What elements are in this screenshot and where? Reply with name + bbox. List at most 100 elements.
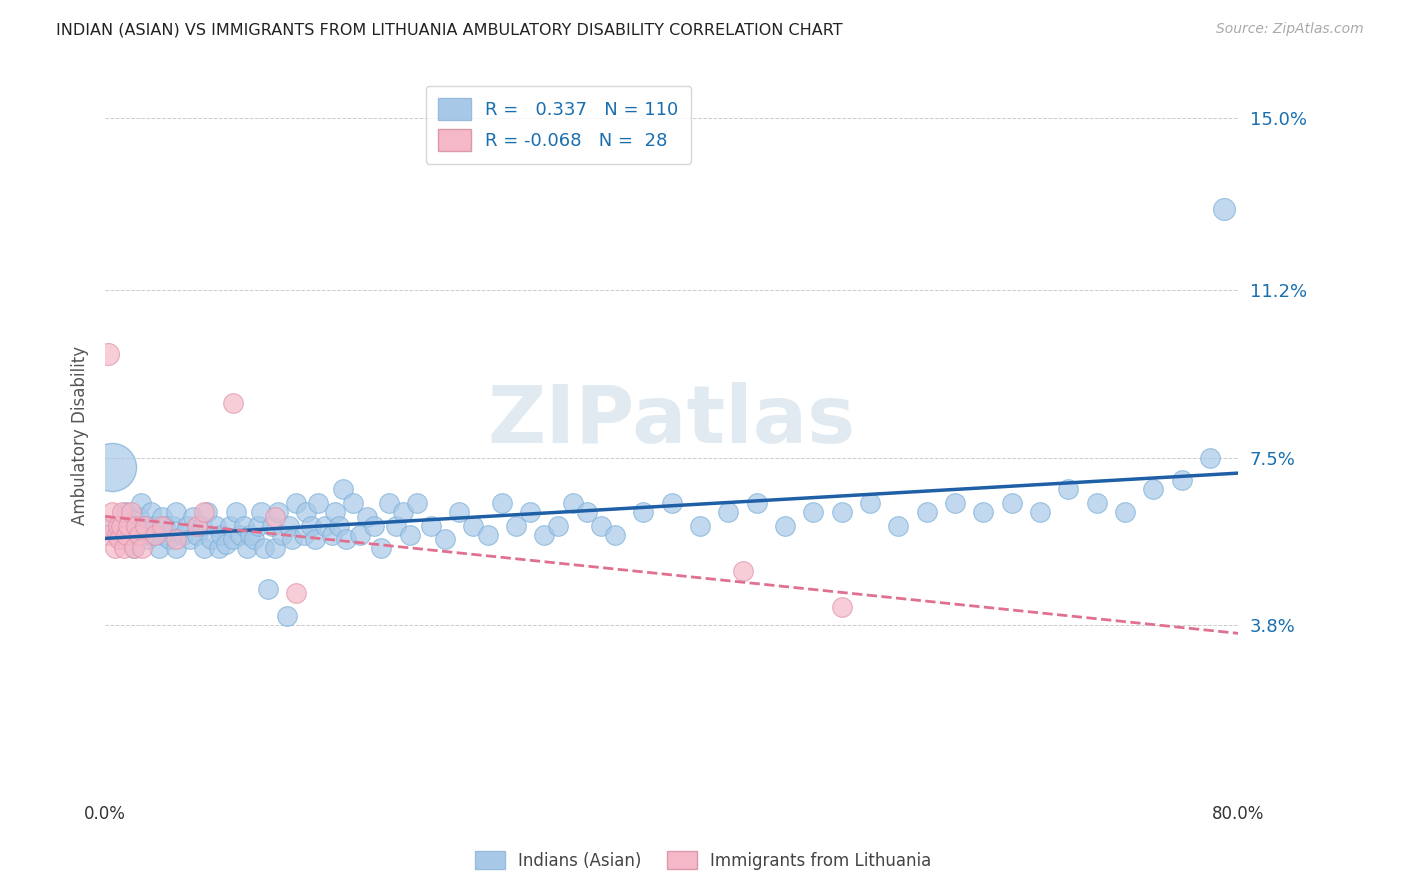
Text: Source: ZipAtlas.com: Source: ZipAtlas.com: [1216, 22, 1364, 37]
Point: [165, 541, 187, 556]
Point: [233, 518, 256, 533]
Point: [533, 527, 555, 541]
Point: [264, 509, 287, 524]
Point: [267, 505, 290, 519]
Point: [218, 518, 240, 533]
Point: [398, 527, 420, 541]
Y-axis label: Ambulatory Disability: Ambulatory Disability: [72, 345, 89, 524]
Point: [304, 532, 326, 546]
Point: [190, 518, 212, 533]
Point: [186, 527, 208, 541]
Point: [321, 527, 343, 541]
Point: [731, 564, 754, 578]
Point: [105, 527, 128, 541]
Point: [803, 505, 825, 519]
Point: [150, 518, 173, 533]
Point: [859, 496, 882, 510]
Point: [477, 527, 499, 541]
Point: [136, 532, 159, 546]
Point: [136, 518, 159, 533]
Point: [115, 527, 138, 541]
Point: [370, 541, 392, 556]
Point: [943, 496, 966, 510]
Point: [328, 518, 350, 533]
Point: [356, 509, 378, 524]
Point: [773, 518, 796, 533]
Point: [391, 505, 413, 519]
Point: [128, 509, 150, 524]
Point: [831, 505, 853, 519]
Point: [278, 518, 301, 533]
Point: [332, 483, 354, 497]
Point: [165, 505, 187, 519]
Point: [285, 496, 308, 510]
Point: [363, 518, 385, 533]
Point: [186, 518, 208, 533]
Point: [139, 505, 162, 519]
Point: [125, 518, 148, 533]
Point: [181, 509, 204, 524]
Point: [222, 396, 245, 410]
Point: [134, 518, 156, 533]
Point: [134, 527, 156, 541]
Point: [225, 505, 247, 519]
Point: [101, 518, 124, 533]
Point: [157, 532, 180, 546]
Point: [1085, 496, 1108, 510]
Point: [222, 532, 245, 546]
Point: [153, 518, 176, 533]
Point: [915, 505, 938, 519]
Point: [122, 541, 145, 556]
Point: [575, 505, 598, 519]
Point: [117, 518, 139, 533]
Point: [463, 518, 485, 533]
Point: [193, 541, 215, 556]
Point: [887, 518, 910, 533]
Point: [384, 518, 406, 533]
Point: [689, 518, 711, 533]
Point: [335, 532, 357, 546]
Point: [97, 346, 120, 360]
Point: [229, 527, 252, 541]
Point: [262, 518, 284, 533]
Point: [561, 496, 583, 510]
Point: [101, 459, 124, 474]
Point: [745, 496, 768, 510]
Point: [141, 527, 163, 541]
Point: [125, 518, 148, 533]
Point: [253, 541, 276, 556]
Point: [342, 496, 364, 510]
Point: [207, 541, 229, 556]
Point: [314, 518, 336, 533]
Point: [165, 532, 187, 546]
Point: [143, 527, 166, 541]
Point: [247, 518, 270, 533]
Point: [148, 541, 170, 556]
Legend: R =   0.337   N = 110, R = -0.068   N =  28: R = 0.337 N = 110, R = -0.068 N = 28: [426, 86, 692, 164]
Point: [162, 518, 184, 533]
Point: [193, 505, 215, 519]
Point: [120, 505, 142, 519]
Point: [717, 505, 740, 519]
Point: [505, 518, 527, 533]
Point: [107, 518, 129, 533]
Point: [271, 527, 294, 541]
Point: [276, 609, 298, 624]
Point: [204, 518, 226, 533]
Point: [633, 505, 655, 519]
Point: [131, 541, 153, 556]
Point: [172, 527, 194, 541]
Point: [589, 518, 612, 533]
Point: [143, 518, 166, 533]
Point: [257, 582, 280, 596]
Point: [831, 600, 853, 615]
Point: [292, 527, 315, 541]
Point: [1001, 496, 1024, 510]
Point: [214, 537, 236, 551]
Point: [1171, 473, 1194, 487]
Point: [377, 496, 399, 510]
Point: [179, 532, 201, 546]
Point: [129, 496, 152, 510]
Point: [200, 532, 222, 546]
Point: [250, 505, 273, 519]
